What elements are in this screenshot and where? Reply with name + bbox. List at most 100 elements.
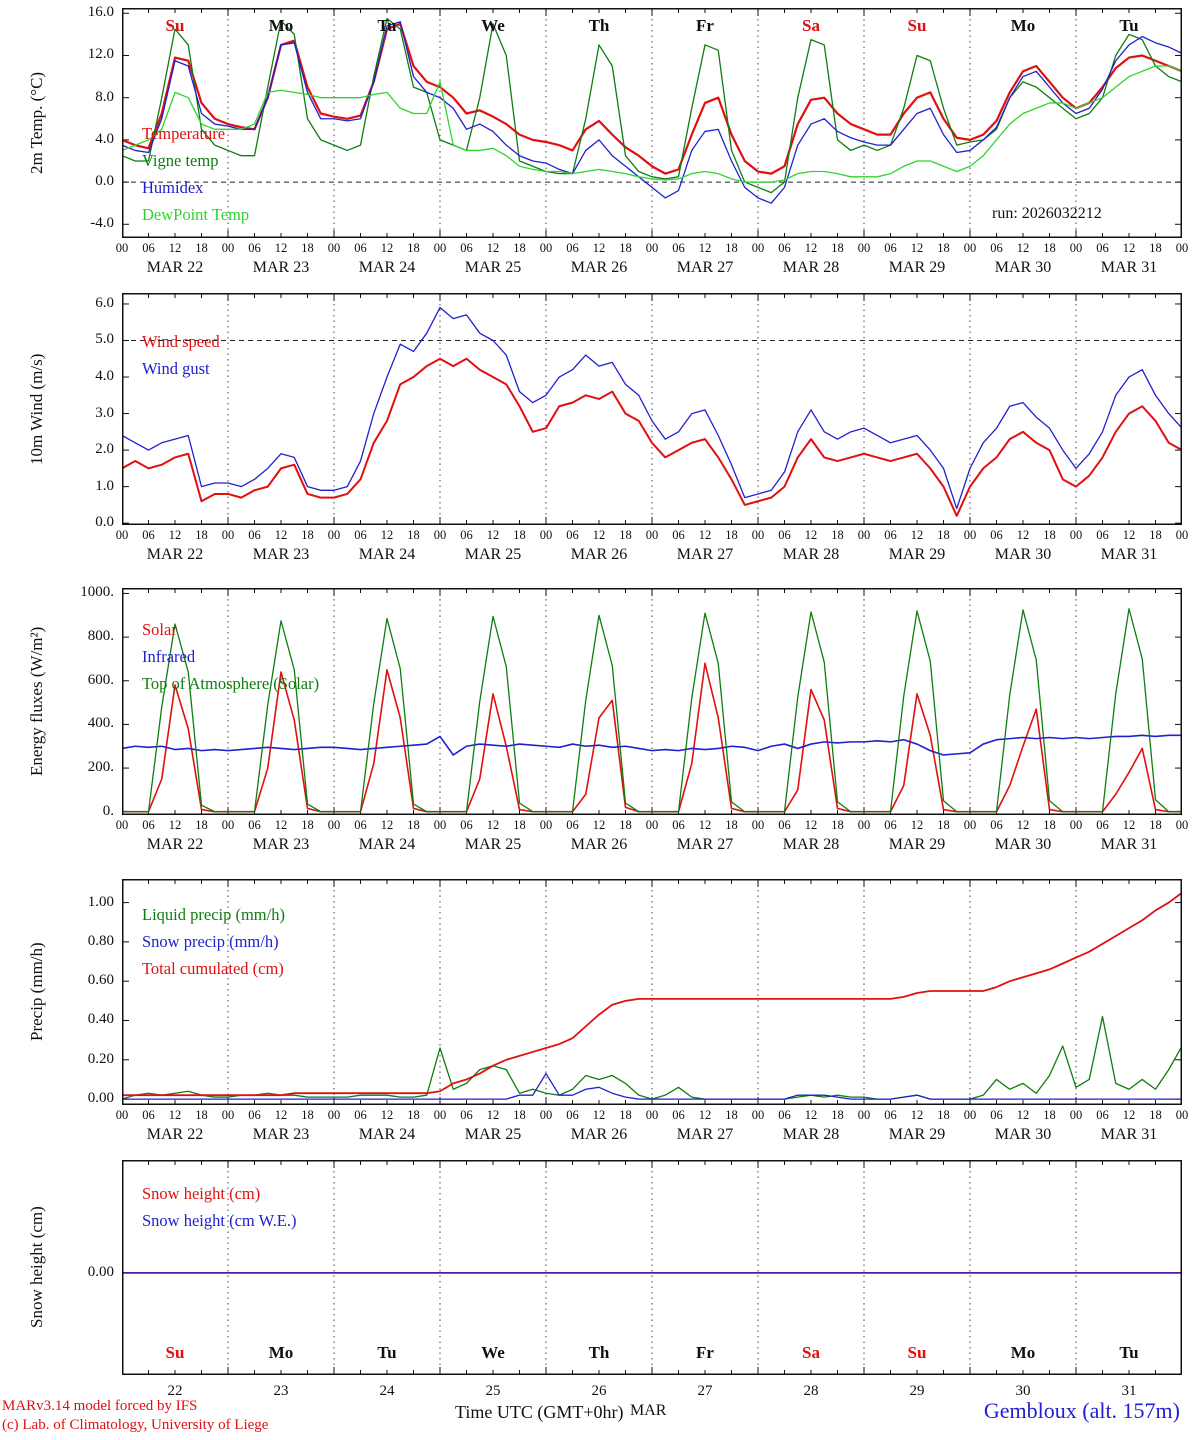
x-hour-label: 18 xyxy=(301,818,314,832)
panel-snow-height: Snow height (cm) 0.00 Su Mo Tu We Th Fr Sa Su Mo T… xyxy=(0,1160,1194,1399)
y-tick-label: 1.0 xyxy=(95,477,114,494)
x-hour-label: 18 xyxy=(195,818,208,832)
x-hour-label: 12 xyxy=(804,241,818,255)
x-hour-label: 18 xyxy=(1043,1108,1056,1122)
y-tick-label: 12.0 xyxy=(87,46,114,63)
x-date-label: MAR 30 xyxy=(994,1126,1052,1143)
plot-border xyxy=(122,293,1182,525)
x-hour-label: 18 xyxy=(831,528,844,542)
x-hour-label: 00 xyxy=(327,818,341,832)
panel-precip: Precip (mm/h) 1.00 0.80 0.60 0.40 0.20 0.00 00… xyxy=(0,879,1194,1143)
x-hour-label: 00 xyxy=(751,818,765,832)
plot-border xyxy=(122,879,1182,1105)
x-date-label: MAR 28 xyxy=(782,1126,840,1143)
x-hour-label: 00 xyxy=(1069,818,1083,832)
x-hour-label: 00 xyxy=(963,528,977,542)
day-name-label: Th xyxy=(588,1343,610,1362)
x-hour-label: 18 xyxy=(1149,1108,1162,1122)
x-hour-label: 00 xyxy=(963,818,977,832)
x-hour-label: 12 xyxy=(1122,1108,1136,1122)
x-hour-label: 06 xyxy=(990,241,1003,255)
x-hour-label: 18 xyxy=(301,528,314,542)
x-hour-label: 00 xyxy=(115,241,129,255)
x-date-label: MAR 31 xyxy=(1100,259,1158,276)
x-hour-label: 06 xyxy=(142,241,155,255)
x-hour-label: 18 xyxy=(937,818,950,832)
x-date-label: MAR 23 xyxy=(252,836,310,853)
day-name-label: Mo xyxy=(1010,16,1036,35)
x-hour-label: 18 xyxy=(301,1108,314,1122)
x-hour-label: 12 xyxy=(168,241,182,255)
bottom-date-number: 23 xyxy=(273,1383,289,1399)
x-date-label: MAR 24 xyxy=(358,259,416,276)
x-hour-label: 18 xyxy=(1043,241,1056,255)
x-hour-label: 00 xyxy=(1069,1108,1083,1122)
x-date-label: MAR 26 xyxy=(570,259,628,276)
x-date-label: MAR 27 xyxy=(676,259,734,276)
x-hour-label: 18 xyxy=(1149,818,1162,832)
x-hour-label: 18 xyxy=(407,528,420,542)
day-name-label: Su xyxy=(907,1343,927,1362)
x-date-label: MAR 23 xyxy=(252,546,310,563)
y-tick-label: 4.0 xyxy=(95,368,114,385)
x-hour-label: 00 xyxy=(539,818,553,832)
x-hour-label: 06 xyxy=(884,241,897,255)
x-hour-label: 00 xyxy=(645,1108,659,1122)
bottom-date-number: 22 xyxy=(167,1383,183,1399)
y-tick-label: 0.80 xyxy=(87,932,114,949)
legend-label-infrared: Infrared xyxy=(142,647,196,666)
series-top-of-atmosphere-solar- xyxy=(122,608,1182,813)
bottom-date-number: 24 xyxy=(379,1383,395,1399)
y-tick-label: 0.0 xyxy=(95,173,114,190)
x-hour-label: 12 xyxy=(1016,1108,1030,1122)
x-hour-label: 06 xyxy=(566,241,579,255)
x-hour-label: 18 xyxy=(725,1108,738,1122)
y-tick-label: 1000. xyxy=(80,584,114,601)
y-tick-label: 0.20 xyxy=(87,1050,114,1067)
x-hour-label: 00 xyxy=(1175,1108,1189,1122)
x-hour-label: 18 xyxy=(937,1108,950,1122)
day-name-label: Tu xyxy=(377,16,397,35)
x-hour-label: 00 xyxy=(327,1108,341,1122)
plot-border xyxy=(122,8,1182,238)
plot-area-4 xyxy=(122,1160,1182,1375)
x-hour-label: 06 xyxy=(1096,241,1109,255)
x-hour-label: 06 xyxy=(460,818,473,832)
day-name-label: Tu xyxy=(377,1343,397,1362)
y-tick-label: 2.0 xyxy=(95,441,114,458)
x-date-label: MAR 22 xyxy=(146,1126,204,1143)
x-hour-label: 12 xyxy=(486,1108,500,1122)
series-temperature xyxy=(122,22,1182,175)
x-hour-label: 12 xyxy=(1016,528,1030,542)
x-hour-label: 00 xyxy=(539,241,553,255)
x-hour-label: 06 xyxy=(672,528,685,542)
day-name-label: We xyxy=(481,1343,505,1362)
x-hour-label: 18 xyxy=(513,241,526,255)
x-hour-label: 00 xyxy=(115,528,129,542)
x-hour-label: 18 xyxy=(513,1108,526,1122)
legend-label-wind-speed: Wind speed xyxy=(142,332,220,351)
x-date-label: MAR 27 xyxy=(676,836,734,853)
legend-label-snow-height-cm-: Snow height (cm) xyxy=(142,1184,261,1203)
x-hour-label: 06 xyxy=(884,1108,897,1122)
x-hour-label: 06 xyxy=(1096,528,1109,542)
x-hour-label: 00 xyxy=(1069,528,1083,542)
x-hour-label: 06 xyxy=(142,818,155,832)
x-hour-label: 00 xyxy=(1175,528,1189,542)
day-name-label: Mo xyxy=(1010,1343,1036,1362)
x-axis-title-overlap-mar: MAR xyxy=(630,1402,667,1419)
legend-label-dewpoint-temp: DewPoint Temp xyxy=(142,205,250,224)
x-date-label: MAR 23 xyxy=(252,259,310,276)
legend-label-liquid-precip-mm-h-: Liquid precip (mm/h) xyxy=(142,905,285,924)
x-hour-label: 00 xyxy=(433,818,447,832)
x-hour-label: 12 xyxy=(274,241,288,255)
y-tick-label: 0.00 xyxy=(87,1090,114,1107)
x-hour-label: 12 xyxy=(592,528,606,542)
x-hour-label: 12 xyxy=(486,818,500,832)
x-hour-label: 12 xyxy=(486,528,500,542)
x-date-label: MAR 29 xyxy=(888,259,946,276)
x-hour-label: 00 xyxy=(1175,818,1189,832)
x-hour-label: 12 xyxy=(592,818,606,832)
x-hour-label: 00 xyxy=(433,1108,447,1122)
footer-model-line2: (c) Lab. of Climatology, University of L… xyxy=(2,1417,269,1433)
